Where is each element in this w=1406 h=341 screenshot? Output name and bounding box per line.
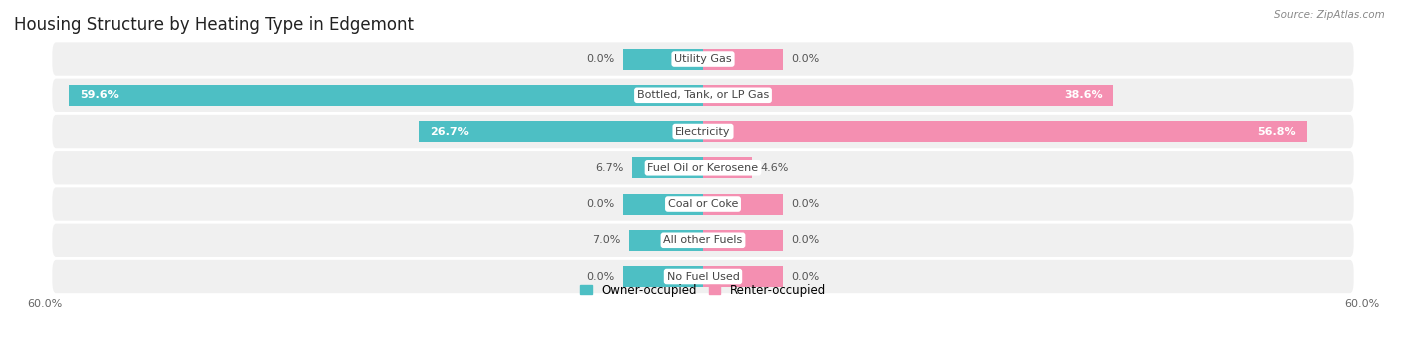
- FancyBboxPatch shape: [52, 79, 1354, 112]
- Bar: [703, 266, 783, 287]
- Bar: [703, 121, 1308, 142]
- Text: 56.8%: 56.8%: [1257, 127, 1296, 136]
- Text: 60.0%: 60.0%: [27, 299, 62, 309]
- Bar: [628, 230, 703, 251]
- FancyBboxPatch shape: [52, 115, 1354, 148]
- Text: 60.0%: 60.0%: [1344, 299, 1379, 309]
- Text: 0.0%: 0.0%: [792, 199, 820, 209]
- Text: No Fuel Used: No Fuel Used: [666, 271, 740, 282]
- Bar: [703, 48, 783, 70]
- Text: Coal or Coke: Coal or Coke: [668, 199, 738, 209]
- Text: 0.0%: 0.0%: [792, 235, 820, 245]
- Bar: [69, 85, 703, 106]
- Text: 0.0%: 0.0%: [586, 271, 614, 282]
- Text: Source: ZipAtlas.com: Source: ZipAtlas.com: [1274, 10, 1385, 20]
- Text: 0.0%: 0.0%: [792, 271, 820, 282]
- Bar: [623, 193, 703, 214]
- Text: Fuel Oil or Kerosene: Fuel Oil or Kerosene: [647, 163, 759, 173]
- Text: Utility Gas: Utility Gas: [675, 54, 731, 64]
- Text: Electricity: Electricity: [675, 127, 731, 136]
- Text: All other Fuels: All other Fuels: [664, 235, 742, 245]
- Text: 0.0%: 0.0%: [586, 54, 614, 64]
- Text: 7.0%: 7.0%: [592, 235, 620, 245]
- Text: Housing Structure by Heating Type in Edgemont: Housing Structure by Heating Type in Edg…: [14, 16, 413, 34]
- FancyBboxPatch shape: [52, 151, 1354, 184]
- Text: 38.6%: 38.6%: [1064, 90, 1102, 100]
- Text: Bottled, Tank, or LP Gas: Bottled, Tank, or LP Gas: [637, 90, 769, 100]
- Bar: [419, 121, 703, 142]
- FancyBboxPatch shape: [52, 42, 1354, 76]
- Text: 0.0%: 0.0%: [586, 199, 614, 209]
- Text: 0.0%: 0.0%: [792, 54, 820, 64]
- Bar: [703, 230, 783, 251]
- Text: 59.6%: 59.6%: [80, 90, 118, 100]
- Bar: [623, 266, 703, 287]
- Legend: Owner-occupied, Renter-occupied: Owner-occupied, Renter-occupied: [579, 284, 827, 297]
- FancyBboxPatch shape: [52, 260, 1354, 293]
- Bar: [703, 85, 1114, 106]
- Bar: [631, 157, 703, 178]
- Bar: [703, 157, 752, 178]
- FancyBboxPatch shape: [52, 187, 1354, 221]
- Bar: [703, 193, 783, 214]
- Text: 4.6%: 4.6%: [761, 163, 789, 173]
- Text: 6.7%: 6.7%: [595, 163, 623, 173]
- Bar: [623, 48, 703, 70]
- FancyBboxPatch shape: [52, 224, 1354, 257]
- Text: 26.7%: 26.7%: [430, 127, 468, 136]
